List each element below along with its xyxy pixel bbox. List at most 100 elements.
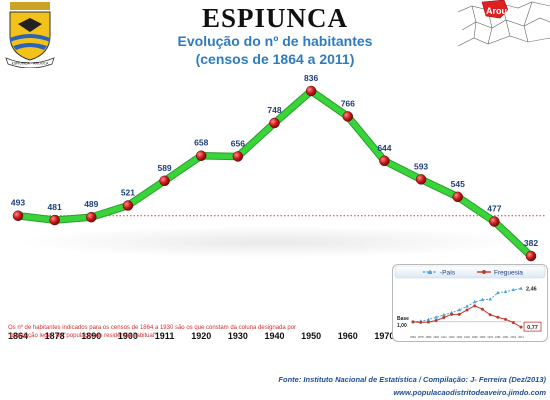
inset-end-parish-label: 0,77 xyxy=(527,325,538,331)
data-label: 658 xyxy=(194,138,208,148)
chart-subtitle: Evolução do nº de habitantes xyxy=(177,33,373,49)
data-point xyxy=(415,174,427,185)
inset-x-tick-label: 1981 xyxy=(495,335,501,339)
data-label: 644 xyxy=(377,143,391,153)
inset-point xyxy=(511,321,515,325)
arouca-region-highlight xyxy=(481,0,509,19)
data-label: 593 xyxy=(414,161,428,171)
inset-legend-box xyxy=(394,265,546,279)
data-point xyxy=(86,211,97,223)
x-tick-label: 1940 xyxy=(264,331,284,341)
inset-x-tick-label: 1960 xyxy=(480,335,486,339)
inset-x-tick-label: 1864 xyxy=(410,335,416,339)
inset-x-tick-label: 1950 xyxy=(472,335,478,339)
data-point xyxy=(342,111,354,122)
x-tick-label: 1890 xyxy=(81,331,101,341)
inset-comparison-chart: -País Freguesia Base 1,00 2,46 0,77 1864 1878 18… xyxy=(392,264,548,342)
data-point xyxy=(489,216,500,227)
inset-x-tick-label: 1970 xyxy=(487,335,493,339)
legend-label: -País xyxy=(440,270,456,277)
inset-point xyxy=(426,320,430,324)
x-tick-label: 1970 xyxy=(374,331,394,341)
inset-point xyxy=(496,315,500,319)
inset-point xyxy=(465,304,469,308)
data-point xyxy=(122,200,134,211)
coat-of-arms-emblem: ESPIUNCA · AROUCA xyxy=(5,2,55,68)
inset-x-tick-label: 1991 xyxy=(503,335,509,339)
inset-x-tick-label: 1911 xyxy=(441,335,447,339)
inset-end-country-label: 2,46 xyxy=(526,286,537,292)
inset-point xyxy=(472,299,477,304)
motto-ribbon xyxy=(5,57,55,68)
x-tick-label: 1911 xyxy=(155,331,175,341)
inset-point xyxy=(457,312,461,316)
inset-point xyxy=(457,307,462,312)
data-label: 836 xyxy=(304,73,318,83)
bird-icon xyxy=(18,18,42,32)
data-label: 493 xyxy=(11,198,25,208)
data-label: 382 xyxy=(524,238,538,248)
legend-marker xyxy=(482,270,486,274)
inset-point xyxy=(450,312,454,316)
data-point xyxy=(379,155,390,167)
inset-x-tick-label: 1930 xyxy=(456,335,462,339)
data-point xyxy=(232,151,244,162)
inset-end-parish-box xyxy=(523,321,542,332)
page-title: ESPIUNCA xyxy=(201,3,349,33)
data-label: 521 xyxy=(121,188,135,198)
data-source: Fonte: Instituto Nacional de Estatística… xyxy=(278,375,546,384)
inset-point xyxy=(503,289,508,293)
locator-map xyxy=(458,0,550,47)
chart-floor-shadow xyxy=(20,226,520,258)
inset-base-value: 1,00 xyxy=(397,323,407,329)
chart-subtitle-period: (censos de 1864 a 2011) xyxy=(195,51,355,67)
x-tick-label: 1930 xyxy=(228,331,248,341)
data-point xyxy=(452,191,463,203)
data-label: 589 xyxy=(157,163,171,173)
ribbon-text: ESPIUNCA · AROUCA xyxy=(12,62,49,66)
inset-point xyxy=(488,297,492,301)
data-label: 656 xyxy=(231,138,245,148)
data-point xyxy=(12,210,24,221)
inset-point xyxy=(511,287,516,292)
inset-point xyxy=(465,308,469,312)
data-point xyxy=(305,85,317,97)
data-label: 477 xyxy=(487,204,501,214)
x-tick-label: 1900 xyxy=(118,331,138,341)
website-link[interactable]: www.populacaodistritodeaveiro.jimdo.com xyxy=(393,388,546,397)
data-point xyxy=(49,214,60,226)
x-tick-label: 1878 xyxy=(45,331,65,341)
inset-point xyxy=(488,313,492,317)
inset-point xyxy=(504,317,508,321)
data-label: 545 xyxy=(451,179,465,189)
legend-marker xyxy=(427,269,433,274)
data-label: 489 xyxy=(84,199,98,209)
inset-point xyxy=(473,304,477,308)
data-point xyxy=(269,117,280,129)
inset-point xyxy=(434,318,438,322)
inset-x-tick-label: 1878 xyxy=(418,335,424,339)
inset-point xyxy=(496,290,500,295)
inset-x-tick-label: 1890 xyxy=(426,335,432,339)
inset-x-tick-label: 1900 xyxy=(433,335,439,339)
x-tick-label: 1920 xyxy=(191,331,211,341)
data-label: 748 xyxy=(267,105,281,115)
inset-point xyxy=(434,315,438,319)
x-tick-label: 1950 xyxy=(301,331,321,341)
inset-point xyxy=(480,307,484,311)
x-tick-label: 1960 xyxy=(338,331,358,341)
data-point xyxy=(195,150,207,161)
locator-label: Arouca xyxy=(486,6,518,16)
inset-x-tick-label: 2011 xyxy=(518,335,524,339)
inset-point xyxy=(480,297,485,301)
inset-point xyxy=(519,286,523,290)
inset-point xyxy=(419,320,423,324)
data-label: 766 xyxy=(341,98,355,108)
inset-point xyxy=(411,320,415,324)
data-point xyxy=(159,175,170,187)
inset-point xyxy=(519,325,523,329)
inset-base-label: Base xyxy=(397,316,409,322)
inset-x-tick-label: 1940 xyxy=(464,335,470,339)
